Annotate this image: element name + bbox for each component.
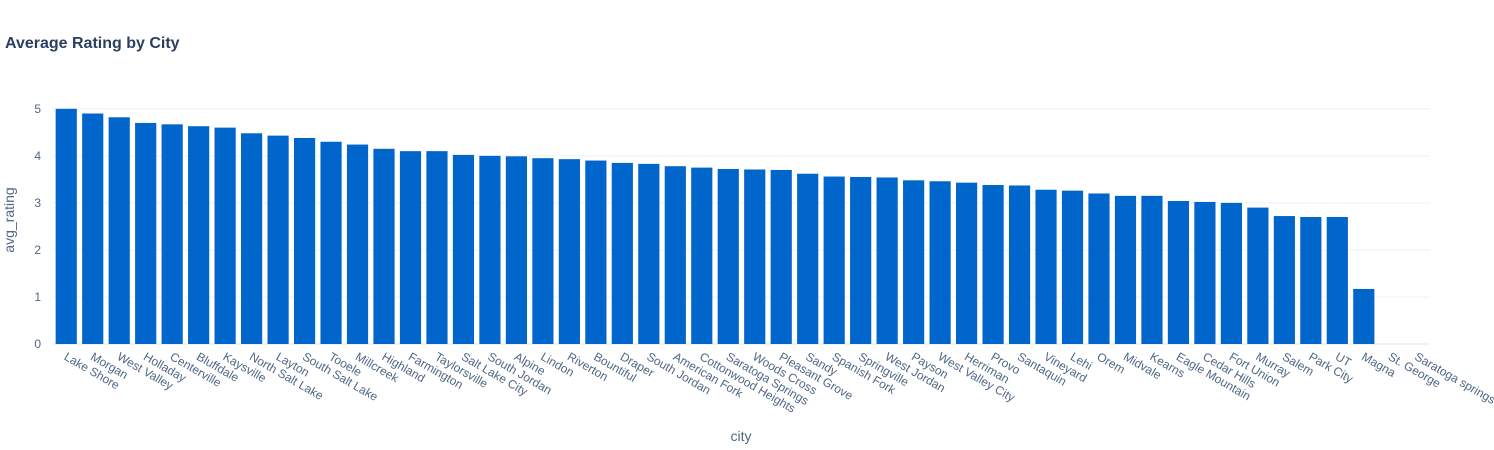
bar[interactable] (823, 176, 845, 344)
bar[interactable] (1353, 288, 1375, 344)
bar[interactable] (876, 177, 898, 344)
bar[interactable] (1273, 216, 1295, 344)
bar[interactable] (452, 154, 475, 344)
bar[interactable] (664, 166, 686, 344)
bar[interactable] (585, 160, 607, 344)
bar[interactable] (1326, 217, 1348, 344)
y-axis-ticks: 0 1 2 3 4 5 (34, 102, 41, 351)
bar[interactable] (320, 141, 342, 344)
bar[interactable] (955, 182, 978, 344)
bar[interactable] (558, 159, 580, 344)
bar[interactable] (1008, 185, 1031, 344)
bar[interactable] (188, 126, 210, 344)
bar[interactable] (108, 117, 130, 344)
bar[interactable] (1300, 217, 1322, 344)
bar[interactable] (691, 167, 713, 344)
y-axis-title: avg_rating (1, 187, 17, 252)
bar[interactable] (426, 151, 448, 344)
y-tick-label: 4 (34, 149, 41, 163)
y-tick-label: 1 (34, 290, 41, 304)
bar[interactable] (373, 148, 395, 344)
bar[interactable] (1114, 195, 1137, 344)
bar[interactable] (717, 169, 739, 344)
y-tick-label: 3 (34, 196, 41, 210)
bar[interactable] (1088, 193, 1110, 344)
bar[interactable] (1167, 201, 1190, 344)
bar[interactable] (267, 135, 289, 344)
bar[interactable] (797, 173, 819, 344)
bar[interactable] (82, 113, 104, 344)
y-tick-label: 2 (34, 243, 41, 257)
bar[interactable] (1247, 207, 1269, 344)
bar[interactable] (929, 181, 951, 344)
bar[interactable] (1194, 201, 1216, 344)
bar[interactable] (982, 185, 1004, 344)
bar[interactable] (1035, 189, 1057, 344)
bars (55, 108, 1375, 344)
bar[interactable] (1141, 195, 1163, 344)
bar[interactable] (479, 155, 501, 344)
bar[interactable] (1220, 202, 1242, 344)
chart-title: Average Rating by City (5, 35, 180, 52)
bar[interactable] (505, 156, 528, 344)
bar[interactable] (638, 163, 660, 344)
x-tick-label: Orem (1094, 349, 1127, 376)
bar[interactable] (903, 180, 925, 344)
bar[interactable] (214, 127, 236, 344)
bar[interactable] (161, 124, 183, 344)
bar[interactable] (744, 169, 766, 344)
bar[interactable] (770, 169, 792, 344)
bar[interactable] (293, 137, 316, 344)
y-tick-label: 0 (34, 337, 41, 351)
bar[interactable] (611, 162, 633, 344)
bar[interactable] (55, 108, 77, 344)
bar[interactable] (850, 177, 872, 344)
x-axis-title: city (731, 428, 752, 444)
y-tick-label: 5 (34, 102, 41, 116)
bar[interactable] (346, 144, 369, 344)
bar[interactable] (135, 122, 157, 344)
bar[interactable] (241, 133, 263, 344)
bar[interactable] (1061, 190, 1084, 344)
bar[interactable] (532, 158, 554, 344)
bar[interactable] (399, 151, 422, 344)
